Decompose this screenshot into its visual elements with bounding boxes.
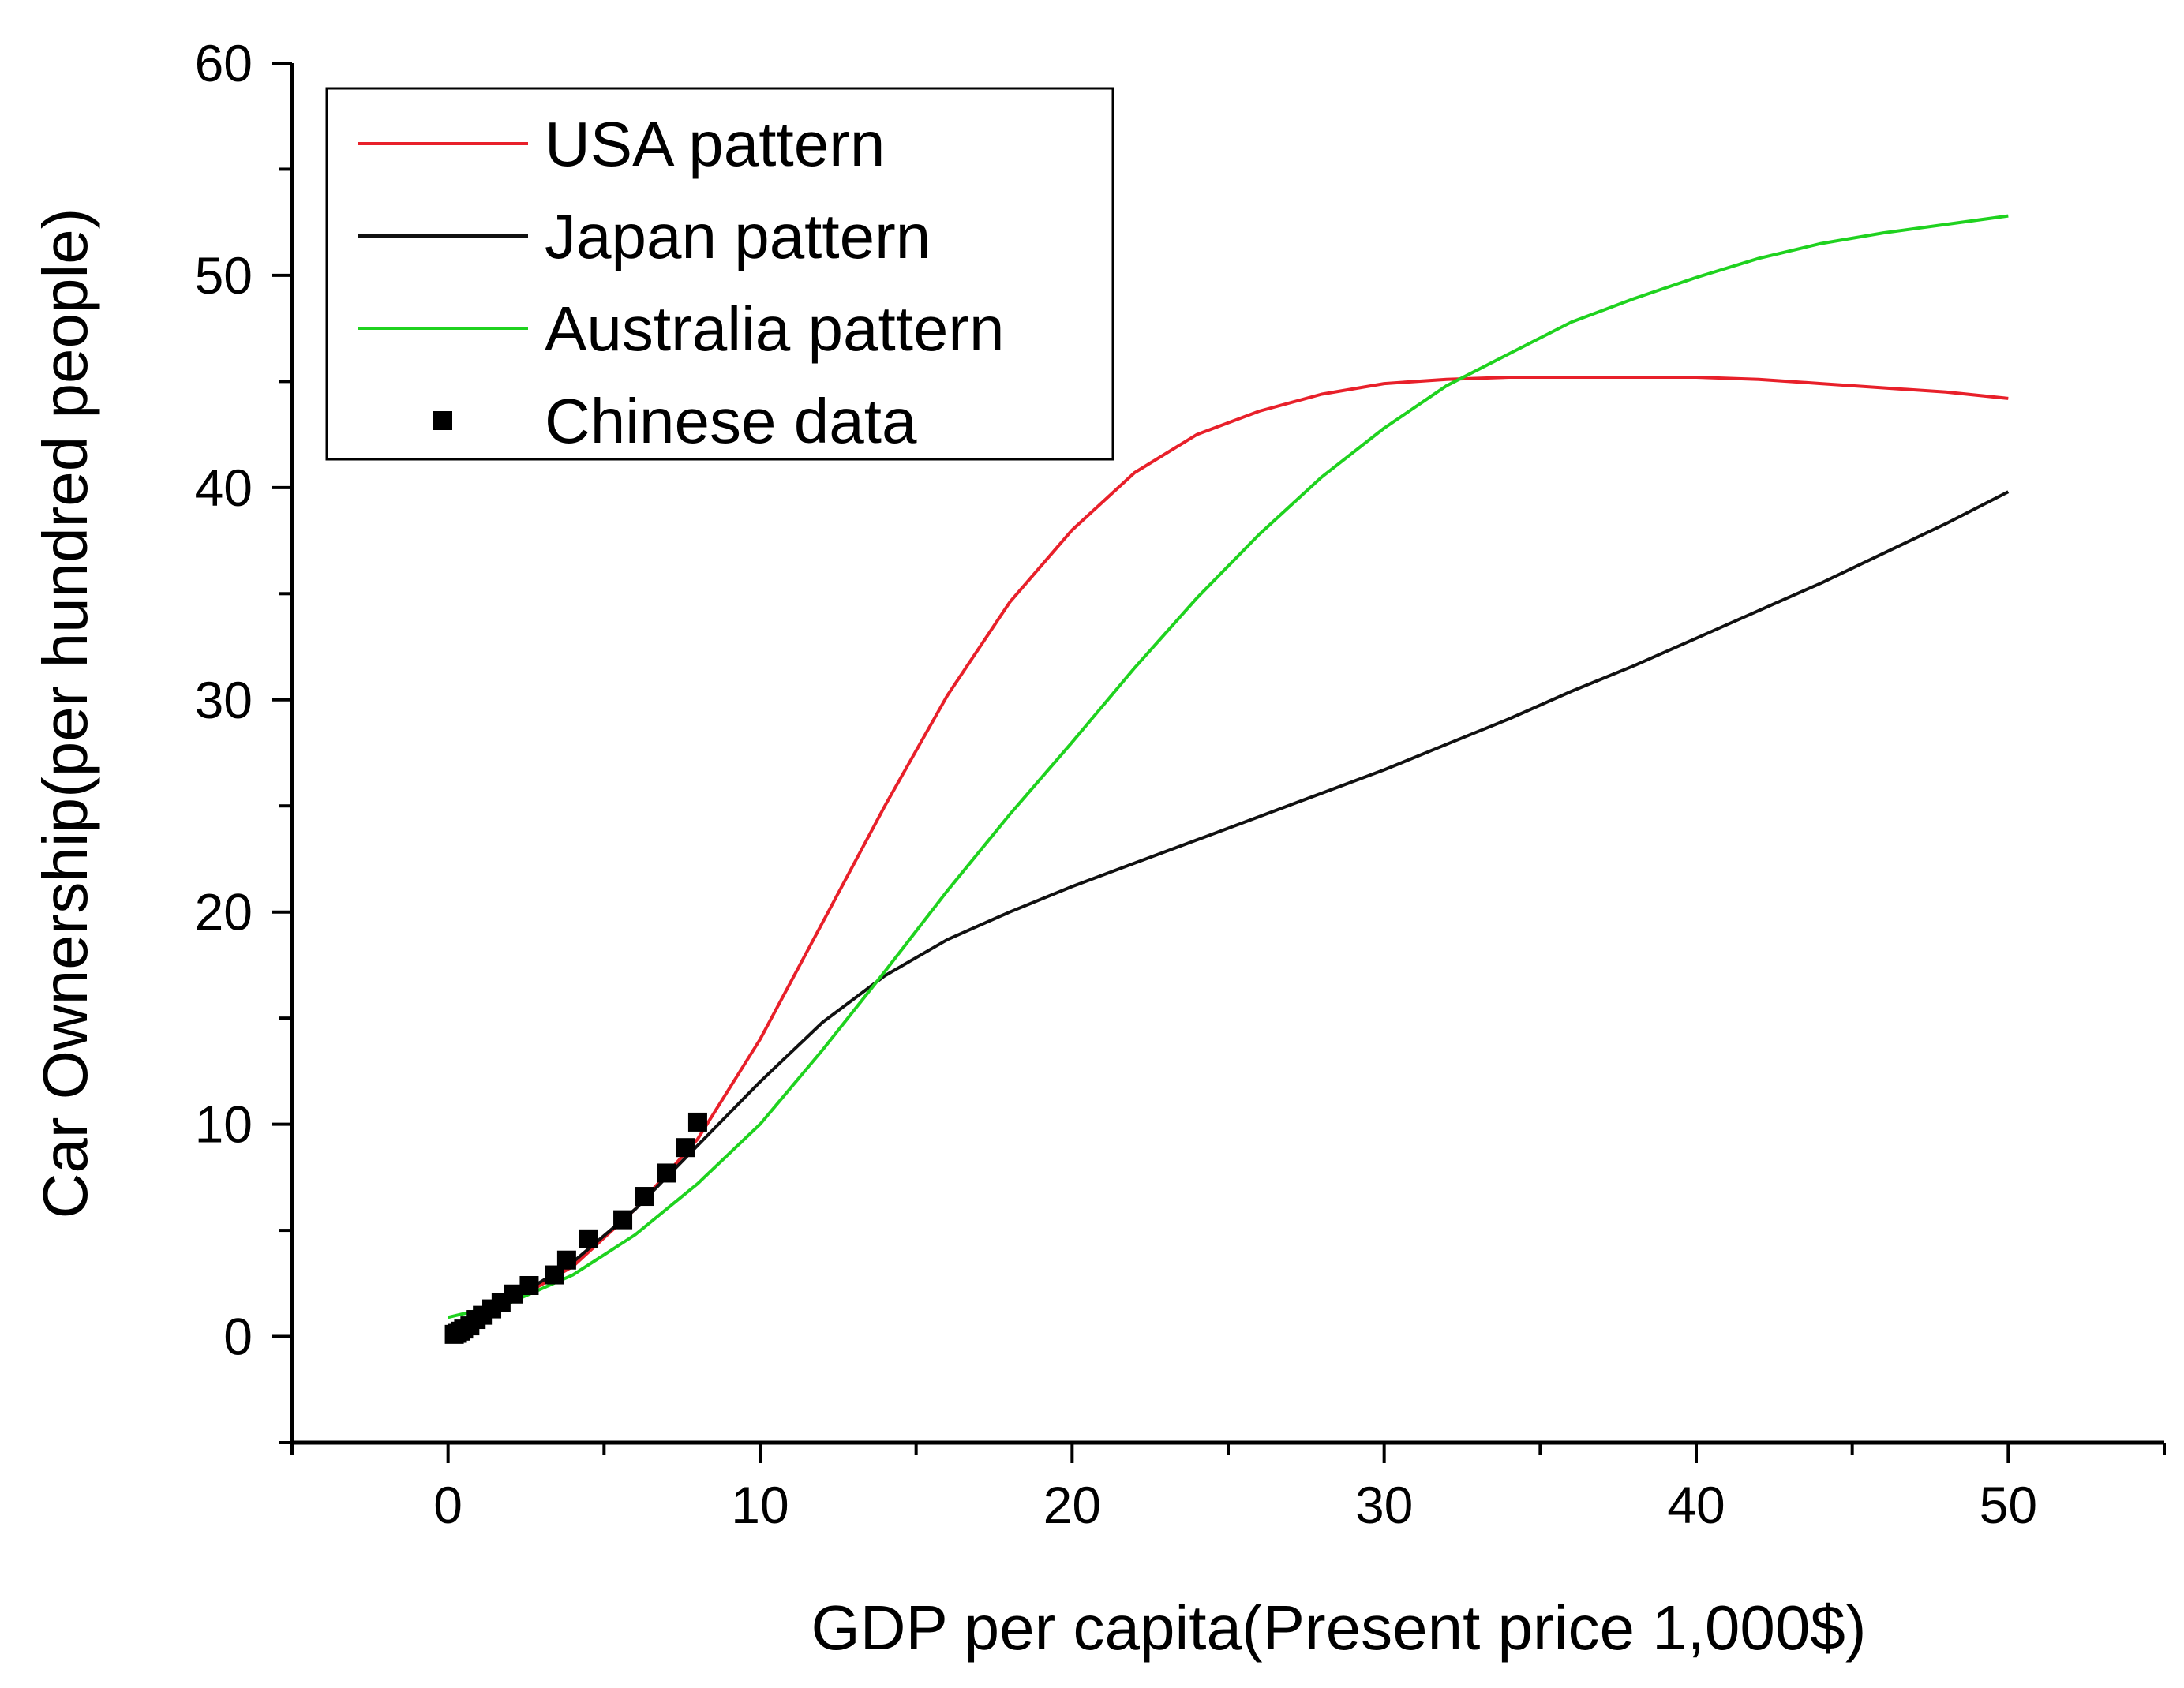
legend: USA pattern Japan pattern Australia patter…	[325, 87, 1114, 461]
chinese-data-point	[579, 1229, 598, 1248]
y-tick-label: 10	[195, 1095, 253, 1154]
chinese-data-legend-swatch	[433, 411, 452, 430]
x-tick-label: 10	[731, 1476, 789, 1534]
axes: 0 10 20 30 40 50 0 10 20 30 40 50 60	[195, 34, 2166, 1534]
y-tick-label: 20	[195, 883, 253, 941]
x-tick-label: 40	[1667, 1476, 1725, 1534]
australia-pattern-line	[448, 214, 2009, 1319]
chinese-data-point	[519, 1275, 539, 1295]
usa-pattern-line	[447, 376, 2009, 1332]
legend-label: Japan pattern	[545, 201, 931, 271]
x-tick-label: 20	[1043, 1476, 1101, 1534]
chinese-data-point	[657, 1163, 676, 1183]
chinese-data-point	[556, 1250, 576, 1270]
y-tick-label: 50	[195, 246, 253, 305]
chinese-data-point	[687, 1112, 707, 1132]
chinese-data-point	[635, 1187, 654, 1207]
x-axis-title: GDP per capita(Present price 1,000$)	[811, 1593, 1867, 1663]
x-tick-label: 30	[1355, 1476, 1413, 1534]
y-tick-label: 0	[223, 1308, 253, 1366]
plot-area	[444, 214, 2010, 1344]
legend-label: Chinese data	[545, 386, 917, 456]
y-tick-label: 40	[195, 458, 253, 517]
chinese-data-point	[613, 1210, 633, 1230]
legend-box	[325, 87, 1114, 461]
x-tick-label: 0	[433, 1476, 463, 1534]
legend-label: Australia pattern	[545, 294, 1005, 364]
y-tick-label: 60	[195, 34, 253, 92]
japan-pattern-line	[447, 490, 2010, 1332]
x-tick-label: 50	[1980, 1476, 2037, 1534]
y-axis-title: Car Ownership(per hundred people)	[30, 208, 100, 1219]
legend-label: USA pattern	[545, 109, 885, 179]
y-tick-label: 30	[195, 671, 253, 729]
chinese-data-point	[676, 1138, 695, 1158]
